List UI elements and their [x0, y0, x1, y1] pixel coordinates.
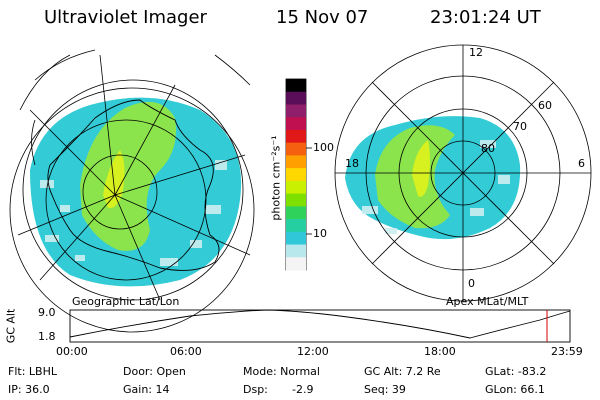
left-panel-label: Geographic Lat/Lon [72, 295, 180, 308]
mlt-label-12: 12 [469, 46, 483, 59]
image-date: 15 Nov 07 [276, 7, 369, 28]
altitude-ytick-9: 9.0 [38, 306, 56, 319]
colorbar-band [286, 257, 306, 271]
right-yellow-core [412, 140, 430, 197]
footer-filter: Flt: LBHL [8, 365, 57, 378]
colorbar-band [286, 91, 306, 105]
colorbar-band [286, 244, 306, 258]
colorbar-band [286, 168, 306, 182]
footer-door: Door: Open [123, 365, 186, 378]
footer-glon: GLon: 66.1 [485, 383, 545, 396]
altitude-xtick-0000: 00:00 [56, 345, 88, 358]
mlat-label-70: 70 [513, 120, 527, 133]
colorbar-band [286, 129, 306, 144]
footer-ip: IP: 36.0 [8, 383, 50, 396]
colorbar-band [286, 79, 306, 93]
instrument-title: Ultraviolet Imager [44, 7, 207, 28]
footer-gain: Gain: 14 [123, 383, 170, 396]
colorbar-band [286, 219, 306, 233]
left-coastline [47, 99, 220, 271]
altitude-xtick-0600: 06:00 [170, 345, 202, 358]
footer-mode: Mode: Normal [243, 365, 320, 378]
colorbar-band [286, 155, 306, 169]
left-green-oval [80, 101, 176, 251]
colorbar-band [286, 193, 306, 207]
geographic-image [9, 49, 255, 333]
left-noise-patches [40, 160, 227, 266]
footer-dsp-value: -2.9 [292, 383, 314, 396]
mlat-label-80: 80 [481, 142, 495, 155]
colorbar-band [286, 231, 306, 246]
footer-seq: Seq: 39 [364, 383, 406, 396]
colorbar-gradient [286, 79, 306, 271]
mlt-label-0: 0 [468, 277, 475, 290]
colorbar-band [286, 142, 306, 156]
right-panel-label: Apex MLat/MLT [446, 295, 529, 308]
altitude-xtick-1800: 18:00 [424, 345, 456, 358]
colorbar-unit-label: photon cm⁻²s⁻¹ [269, 135, 283, 221]
mlt-label-6: 6 [578, 157, 585, 170]
colorbar-tick-100: 100 [313, 141, 334, 154]
footer-gc-alt: GC Alt: 7.2 Re [364, 365, 441, 378]
altitude-ylabel: GC Alt [4, 308, 18, 344]
altitude-xtick-2359: 23:59 [551, 345, 583, 358]
mlt-label-18: 18 [345, 157, 359, 170]
colorbar-band [286, 206, 306, 220]
mlat-mlt-image [334, 44, 592, 302]
right-noise-patches [362, 140, 510, 234]
altitude-xtick-1200: 12:00 [297, 345, 329, 358]
mlat-label-60: 60 [538, 99, 552, 112]
altitude-plot [69, 309, 571, 343]
altitude-curve [69, 309, 571, 339]
colorbar-band [286, 180, 306, 195]
footer-dsp-label: Dsp: [243, 383, 268, 396]
altitude-ytick-1-8: 1.8 [38, 330, 56, 343]
colorbar-tick-10: 10 [313, 227, 327, 240]
image-time: 23:01:24 UT [430, 7, 541, 28]
footer-glat: GLat: -83.2 [485, 365, 547, 378]
colorbar-band [286, 104, 306, 118]
colorbar-band [286, 117, 306, 131]
